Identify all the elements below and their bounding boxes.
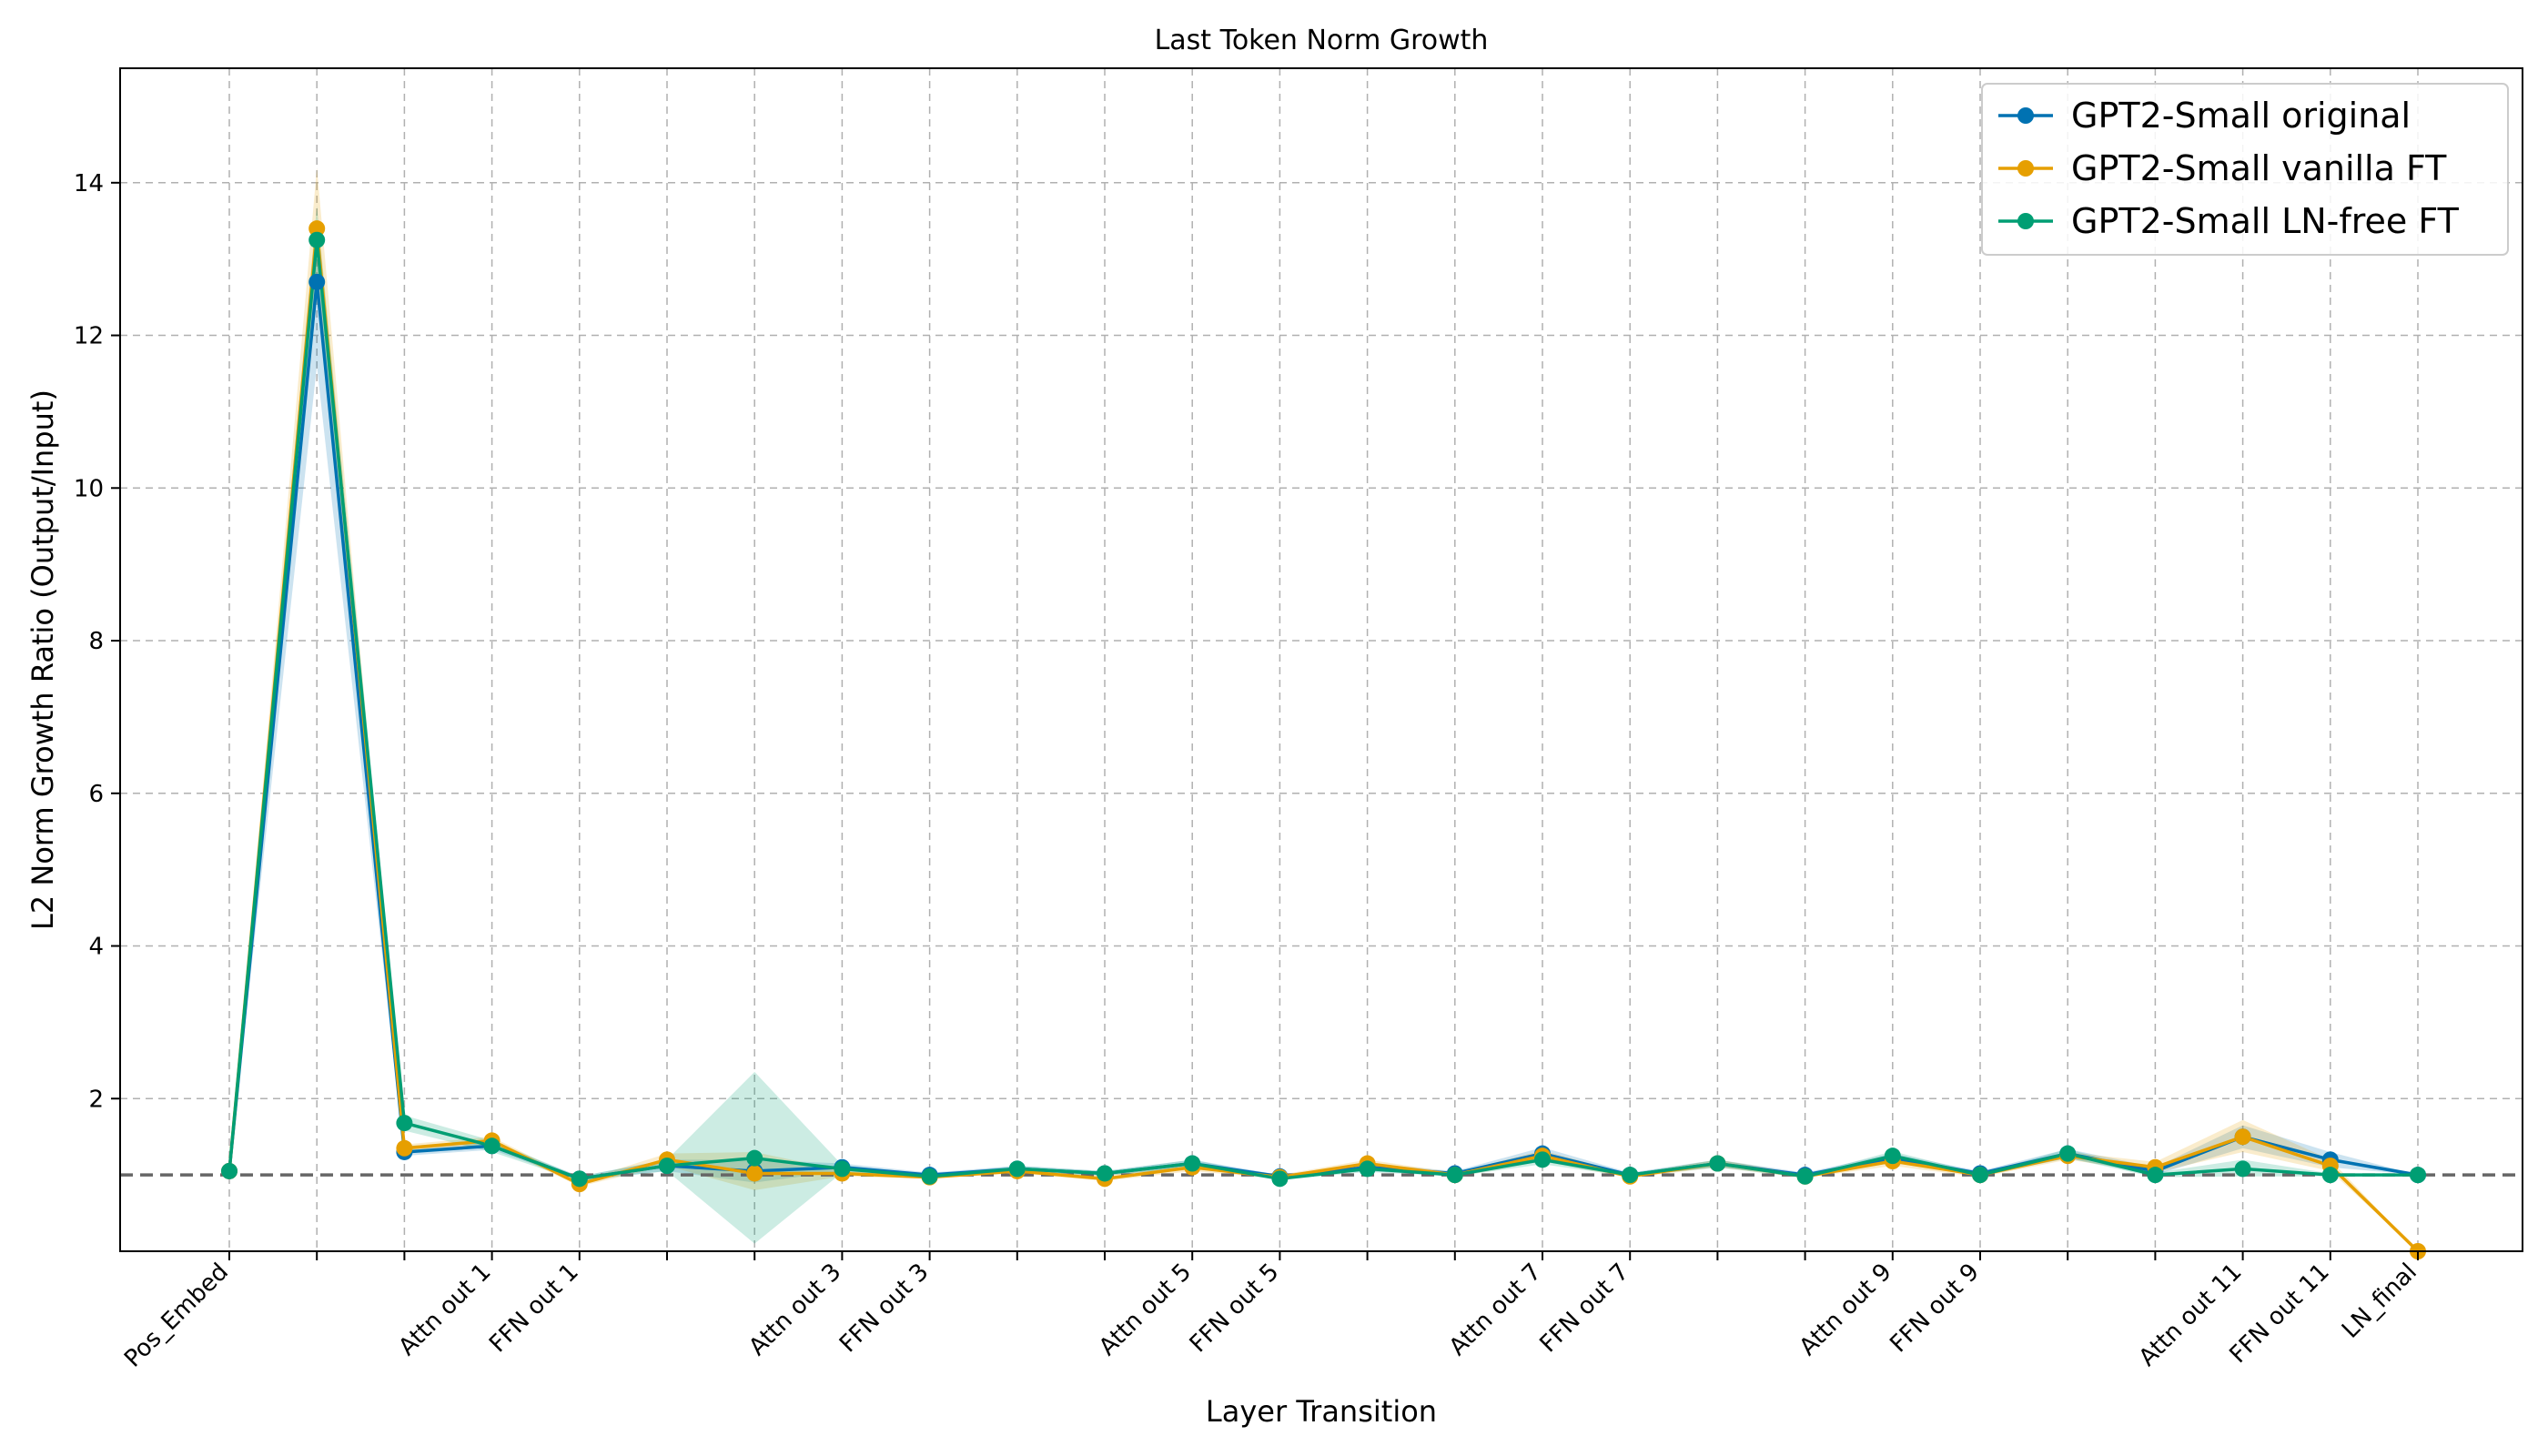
data-point bbox=[2234, 1128, 2251, 1146]
y-tick-label: 12 bbox=[74, 323, 104, 350]
x-tick-label: Pos_Embed bbox=[119, 1259, 234, 1373]
legend-label: GPT2-Small original bbox=[2071, 96, 2411, 136]
data-point bbox=[1359, 1160, 1376, 1178]
data-point bbox=[921, 1168, 938, 1185]
legend-marker bbox=[2017, 213, 2034, 229]
data-point bbox=[1622, 1167, 1639, 1184]
plot-background bbox=[120, 68, 2523, 1251]
legend-marker bbox=[2017, 107, 2034, 124]
plot-area bbox=[119, 67, 2523, 1259]
data-point bbox=[308, 273, 326, 290]
gridlines bbox=[120, 68, 2523, 1251]
x-tick-label: FFN out 3 bbox=[834, 1259, 935, 1359]
data-point bbox=[659, 1158, 675, 1175]
data-point bbox=[1709, 1155, 1726, 1172]
plot-frame bbox=[119, 67, 2523, 1252]
data-point bbox=[2321, 1167, 2339, 1184]
data-point bbox=[2234, 1160, 2251, 1178]
legend-box bbox=[1981, 83, 2509, 256]
data-point bbox=[746, 1149, 763, 1167]
data-point bbox=[1008, 1160, 1026, 1178]
legend-label: GPT2-Small vanilla FT bbox=[2071, 148, 2447, 188]
series-points bbox=[221, 220, 2426, 1259]
y-tick-label: 4 bbox=[88, 934, 104, 961]
data-point bbox=[1446, 1167, 1463, 1184]
legend-label: GPT2-Small LN-free FT bbox=[2071, 201, 2460, 241]
x-tick-label: Attn out 7 bbox=[1444, 1259, 1547, 1361]
y-tick-label: 8 bbox=[88, 628, 104, 655]
data-point bbox=[2147, 1167, 2164, 1184]
x-tick-label: FFN out 7 bbox=[1535, 1259, 1635, 1359]
x-tick-label: Attn out 1 bbox=[394, 1259, 497, 1361]
data-point bbox=[571, 1170, 588, 1188]
data-point bbox=[2059, 1145, 2077, 1162]
legend: GPT2-Small original GPT2-Small vanilla FT… bbox=[1981, 83, 2509, 256]
x-tick-label: Attn out 9 bbox=[1795, 1259, 1897, 1361]
x-axis-label: Layer Transition bbox=[1206, 1394, 1437, 1429]
series-lines bbox=[228, 227, 2420, 1253]
y-axis-label: L2 Norm Growth Ratio (Output/Input) bbox=[25, 389, 60, 930]
data-point bbox=[308, 231, 326, 248]
y-tick-label: 14 bbox=[74, 170, 104, 197]
data-point bbox=[1884, 1148, 1901, 1165]
data-point bbox=[1184, 1155, 1201, 1172]
data-point bbox=[834, 1160, 851, 1178]
data-point bbox=[221, 1162, 238, 1179]
confidence-band bbox=[229, 205, 2418, 1244]
data-point bbox=[1796, 1168, 1814, 1185]
data-point bbox=[1097, 1165, 1113, 1182]
x-tick-label: Attn out 5 bbox=[1094, 1259, 1197, 1361]
data-point bbox=[1271, 1170, 1289, 1188]
x-tick-label: FFN out 1 bbox=[484, 1259, 584, 1359]
y-tick-label: 2 bbox=[88, 1086, 104, 1113]
x-tick-label: FFN out 9 bbox=[1885, 1259, 1985, 1359]
y-axis: 2 4 6 8 10 12 14 bbox=[74, 170, 120, 1113]
data-point bbox=[308, 220, 326, 238]
data-point bbox=[396, 1139, 413, 1157]
series-line bbox=[228, 238, 2418, 1181]
data-point bbox=[483, 1138, 500, 1155]
chart-title: Last Token Norm Growth bbox=[1155, 25, 1489, 56]
x-tick-label: FFN out 5 bbox=[1185, 1259, 1285, 1359]
data-point bbox=[1972, 1167, 1988, 1184]
x-tick-label: LN_final bbox=[2337, 1259, 2422, 1344]
data-point bbox=[396, 1115, 413, 1132]
x-tick-label: Attn out 3 bbox=[743, 1259, 846, 1361]
series-line bbox=[228, 227, 2420, 1253]
data-point bbox=[746, 1165, 763, 1182]
data-point bbox=[2410, 1167, 2426, 1184]
y-tick-label: 10 bbox=[74, 475, 104, 502]
data-point bbox=[1534, 1151, 1551, 1168]
legend-marker bbox=[2017, 160, 2034, 177]
y-tick-label: 6 bbox=[88, 781, 104, 808]
